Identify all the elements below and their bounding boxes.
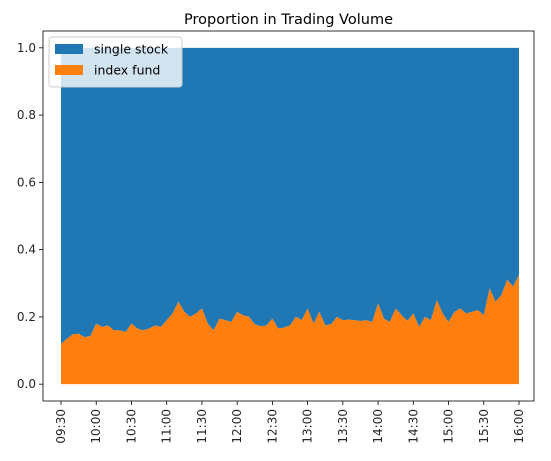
y-tick-label: 0.2 <box>17 310 36 324</box>
y-tick-label: 0.6 <box>17 175 36 189</box>
x-tick-label: 09:30 <box>54 409 68 444</box>
x-tick-label: 14:00 <box>371 409 385 444</box>
legend-swatch <box>55 44 83 54</box>
legend: single stock index fund <box>48 36 183 88</box>
x-tick-label: 12:30 <box>265 409 279 444</box>
x-tick-label: 13:00 <box>301 409 315 444</box>
y-tick-label: 1.0 <box>17 41 36 55</box>
area-single-stock <box>61 47 519 344</box>
plot-area <box>61 47 519 385</box>
x-tick-label: 16:00 <box>512 409 526 444</box>
axes-frame <box>42 30 535 402</box>
x-tick-label: 11:30 <box>195 409 209 444</box>
y-tick-label: 0.0 <box>17 377 36 391</box>
x-tick-label: 10:30 <box>124 409 138 444</box>
x-axis: 09:30 10:00 10:30 11:00 11:30 12:00 12:30 13:00… <box>54 401 526 444</box>
y-axis: 0.0 0.2 0.4 0.6 0.8 1.0 <box>17 41 43 391</box>
x-tick-label: 15:30 <box>477 409 491 444</box>
y-tick-label: 0.4 <box>17 243 36 257</box>
chart-title: Proportion in Trading Volume <box>184 12 393 28</box>
x-tick-label: 12:00 <box>230 409 244 444</box>
legend-swatch <box>55 65 83 75</box>
y-tick-label: 0.8 <box>17 108 36 122</box>
legend-label: single stock <box>94 42 169 57</box>
legend-label: index fund <box>94 63 160 78</box>
x-tick-label: 15:00 <box>442 409 456 444</box>
area-index-fund <box>61 274 519 385</box>
x-tick-label: 10:00 <box>89 409 103 444</box>
x-tick-label: 11:00 <box>160 409 174 444</box>
x-tick-label: 13:30 <box>336 409 350 444</box>
x-tick-label: 14:30 <box>406 409 420 444</box>
